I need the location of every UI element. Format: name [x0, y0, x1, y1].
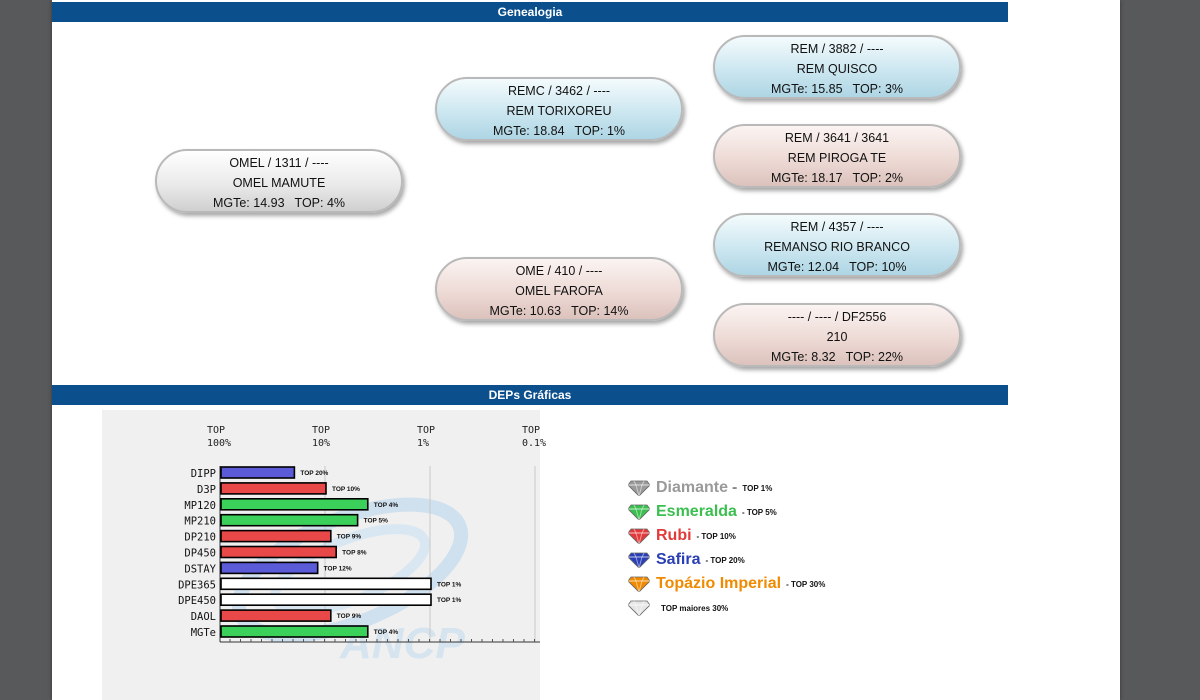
chart-category-label: MP120 — [184, 500, 216, 512]
chart-category-label: DIPP — [191, 468, 216, 480]
legend-gem-name: Diamante — [656, 479, 729, 496]
chart-category-label: DPE365 — [178, 579, 216, 591]
legend-top-threshold: - TOP 5% — [741, 507, 777, 517]
animal-registry: REM / 4357 / ---- — [790, 220, 884, 234]
chart-bar-dp450 — [220, 545, 337, 559]
topaz-gem-icon — [628, 576, 650, 592]
animal-index: MGTe: 14.93 TOP: 4% — [212, 196, 346, 210]
chart-category-label: DP450 — [184, 548, 216, 560]
chart-value-label: TOP 9% — [337, 534, 362, 541]
chart-bar-mp120 — [220, 497, 369, 511]
chart-column-header: TOP 100% — [207, 425, 232, 449]
chart-value-label: TOP 1% — [437, 597, 462, 604]
chart-category-label: MGTe — [191, 627, 216, 639]
deps-header: DEPs Gráficas — [52, 385, 1008, 405]
animal-name: 210 — [826, 330, 848, 344]
animal-registry: REMC / 3462 / ---- — [507, 84, 611, 98]
chart-bar-dstay — [220, 561, 319, 575]
chart-bar-dpe450 — [220, 593, 432, 607]
legend-item: Diamante - TOP 1% — [628, 476, 825, 500]
legend-item: Rubi - TOP 10% — [628, 524, 825, 548]
animal-index: MGTe: 15.85 TOP: 3% — [770, 82, 904, 96]
legend-gem-name: Safira — [656, 551, 701, 568]
animal-name: OMEL MAMUTE — [232, 176, 326, 190]
legend-top-threshold: - TOP 30% — [786, 579, 826, 589]
legend-item: TOP maiores 30% — [628, 596, 825, 620]
legend-top-threshold: TOP 1% — [742, 483, 773, 493]
chart-value-label: TOP 4% — [374, 629, 399, 636]
animal-registry: ---- / ---- / DF2556 — [787, 310, 887, 324]
chart-bar-daol — [220, 609, 332, 622]
pedigree-card-pds[interactable]: REM / 4357 / ---- REMANSO RIO BRANCO MGTe:… — [713, 213, 961, 277]
chart-value-label: TOP 4% — [374, 502, 399, 509]
white-gem-icon — [628, 600, 650, 616]
chart-column-header: TOP 1% — [417, 425, 436, 449]
chart-column-header: TOP 10% — [312, 425, 331, 449]
chart-category-label: DP210 — [184, 532, 216, 544]
chart-bar-d3p — [220, 482, 327, 495]
chart-category-label: DAOL — [191, 611, 216, 623]
animal-name: OMEL FAROFA — [515, 284, 603, 298]
animal-index: MGTe: 10.63 TOP: 14% — [489, 304, 629, 318]
animal-index: MGTe: 8.32 TOP: 22% — [770, 350, 904, 364]
animal-name: REMANSO RIO BRANCO — [764, 240, 910, 254]
legend-gem-name: Esmeralda — [656, 503, 737, 520]
chart-bar-mgte — [220, 625, 369, 638]
animal-registry: OMEL / 1311 / ---- — [229, 156, 329, 170]
gem-legend: Diamante - TOP 1% Esmeralda - TOP 5% Rubi - TO… — [628, 476, 825, 620]
animal-registry: OME / 410 / ---- — [515, 264, 603, 278]
emerald-gem-icon — [628, 504, 650, 520]
chart-bar-dipp — [220, 466, 296, 479]
animal-name: REM TORIXOREU — [506, 104, 612, 118]
chart-category-label: DSTAY — [184, 563, 216, 575]
legend-gem-name: Rubi — [656, 527, 692, 544]
animal-name: REM QUISCO — [796, 62, 878, 76]
chart-value-label: TOP 10% — [332, 486, 360, 493]
pedigree-card-pd[interactable]: OME / 410 / ---- OMEL FAROFA MGTe: 10.63 TO… — [435, 257, 683, 321]
diamond-gem-icon — [628, 480, 650, 496]
legend-item: Topázio Imperial - TOP 30% — [628, 572, 825, 596]
chart-value-label: TOP 1% — [437, 581, 462, 588]
animal-index: MGTe: 18.17 TOP: 2% — [770, 171, 904, 185]
animal-index: MGTe: 18.84 TOP: 1% — [492, 124, 626, 138]
chart-category-label: MP210 — [184, 516, 216, 528]
legend-item: Safira - TOP 20% — [628, 548, 825, 572]
pedigree-card-pdd[interactable]: ---- / ---- / DF2556 210 MGTe: 8.32 TOP: 22… — [713, 303, 961, 367]
chart-value-label: TOP 9% — [337, 613, 362, 620]
chart-value-label: TOP 12% — [324, 565, 352, 572]
animal-index: MGTe: 12.04 TOP: 10% — [767, 260, 907, 274]
chart-bar-dpe365 — [220, 577, 432, 591]
animal-registry: REM / 3882 / ---- — [790, 42, 884, 56]
chart-column-header: TOP 0.1% — [522, 425, 547, 449]
chart-value-label: TOP 8% — [342, 550, 367, 557]
sapphire-gem-icon — [628, 552, 650, 568]
chart-value-label: TOP 20% — [300, 470, 328, 477]
chart-category-label: D3P — [197, 484, 216, 496]
chart-value-label: TOP 5% — [364, 518, 389, 525]
legend-gem-name: Topázio Imperial — [656, 575, 782, 592]
genealogia-header: Genealogia — [52, 2, 1008, 22]
chart-bar-mp210 — [220, 513, 359, 527]
legend-top-threshold: TOP maiores 30% — [661, 603, 729, 613]
chart-bar-dp210 — [220, 529, 332, 543]
legend-item: Esmeralda - TOP 5% — [628, 500, 825, 524]
ruby-gem-icon — [628, 528, 650, 544]
animal-registry: REM / 3641 / 3641 — [784, 131, 890, 145]
legend-top-threshold: - TOP 20% — [705, 555, 745, 565]
chart-category-label: DPE450 — [178, 595, 216, 607]
pedigree-card-ps[interactable]: REMC / 3462 / ---- REM TORIXOREU MGTe: 18.… — [435, 77, 683, 141]
pedigree-card-psd[interactable]: REM / 3641 / 3641 REM PIROGA TE MGTe: 18.1… — [713, 124, 961, 188]
pedigree-card-sire[interactable]: OMEL / 1311 / ---- OMEL MAMUTE MGTe: 14.93… — [155, 149, 403, 213]
pedigree-card-pss[interactable]: REM / 3882 / ---- REM QUISCO MGTe: 15.85 TO… — [713, 35, 961, 99]
legend-top-threshold: - TOP 10% — [696, 531, 736, 541]
animal-name: REM PIROGA TE — [787, 151, 887, 165]
